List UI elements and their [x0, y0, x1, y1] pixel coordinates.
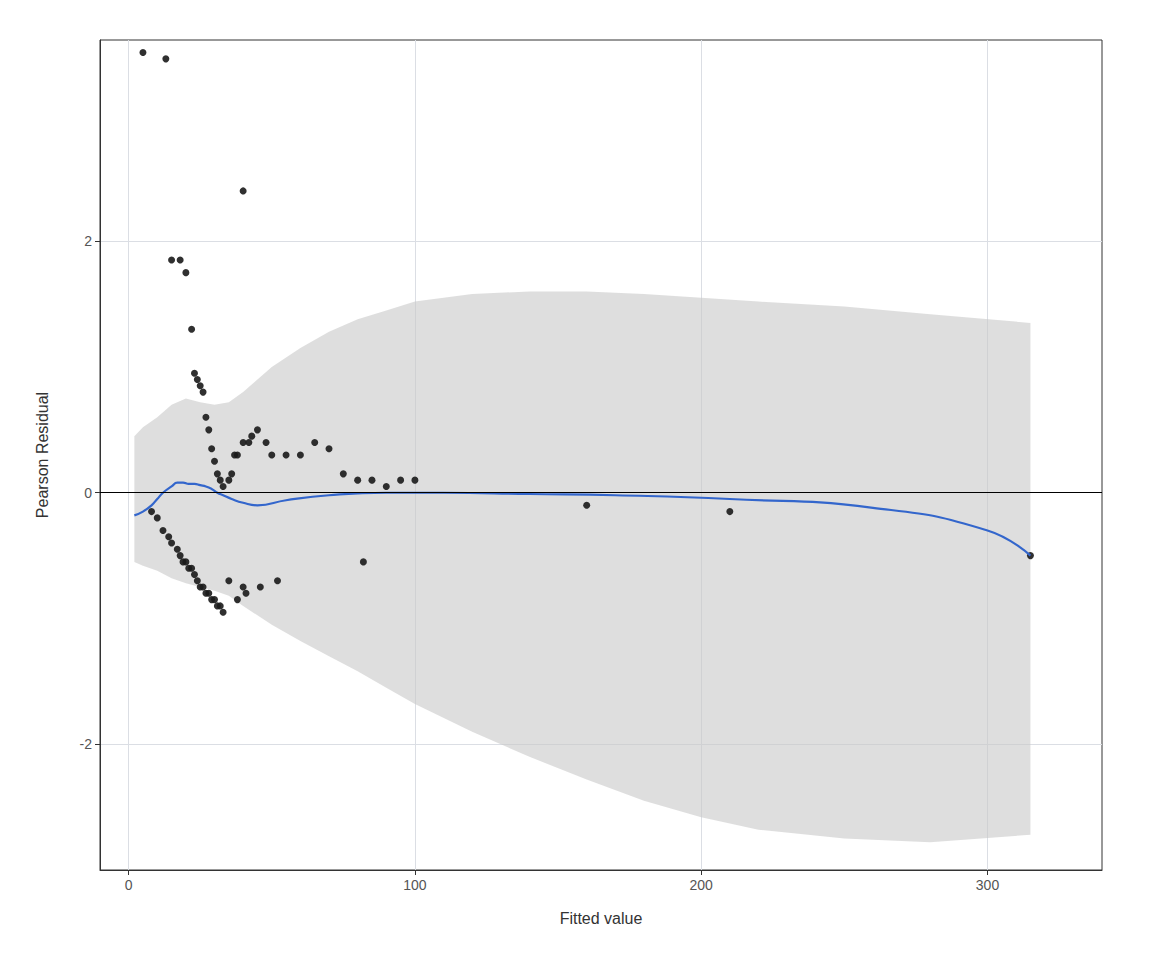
- svg-text:0: 0: [84, 485, 92, 501]
- svg-text:Pearson Residual: Pearson Residual: [34, 392, 51, 518]
- svg-text:200: 200: [690, 877, 714, 893]
- svg-text:2: 2: [84, 233, 92, 249]
- svg-text:Fitted value: Fitted value: [560, 910, 643, 927]
- svg-text:0: 0: [125, 877, 133, 893]
- svg-text:300: 300: [976, 877, 1000, 893]
- svg-text:-2: -2: [80, 736, 93, 752]
- svg-text:100: 100: [403, 877, 427, 893]
